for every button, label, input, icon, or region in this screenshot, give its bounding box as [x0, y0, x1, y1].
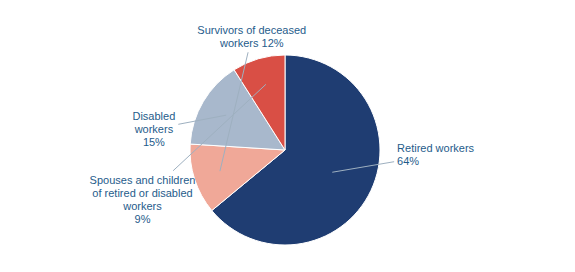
slice-label: Spouses and childrenof retired or disabl… [90, 174, 196, 225]
leader-line [178, 115, 226, 124]
leader-lines [173, 52, 394, 172]
slice-label: Survivors of deceasedworkers 12% [197, 24, 306, 49]
slice-label: Disabledworkers15% [132, 110, 175, 148]
leader-line [220, 52, 248, 171]
pie-slice [190, 144, 285, 211]
labels: Retired workers64% Survivors of deceasedw… [90, 24, 475, 225]
slice-label: Retired workers64% [397, 142, 475, 167]
pie [190, 55, 380, 245]
leader-line [332, 162, 394, 173]
chart-container: Retired workers64% Survivors of deceasedw… [0, 0, 575, 272]
chart-svg: Retired workers64% Survivors of deceasedw… [0, 0, 575, 272]
pie-slice [234, 55, 285, 150]
leader-line [173, 84, 266, 170]
